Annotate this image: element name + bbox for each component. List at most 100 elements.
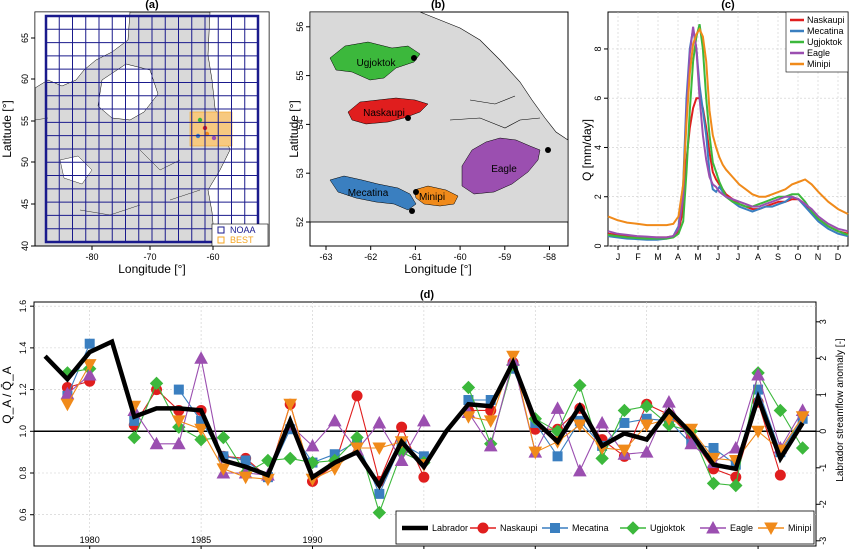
tick-label: -2 — [818, 500, 828, 508]
data-point-eagle — [194, 351, 208, 364]
legend-label: Minipi — [807, 59, 831, 69]
data-point-eagle — [305, 438, 320, 452]
data-point-minipi — [82, 359, 97, 372]
tick-label: -80 — [85, 252, 98, 262]
tick-label: -60 — [454, 252, 467, 262]
data-point-minipi — [751, 425, 765, 439]
data-point-eagle — [372, 415, 387, 429]
panel-d-ylabel-right: Labrador streamflow anomaly [-] — [835, 338, 846, 482]
tick-label: 1980 — [80, 535, 100, 545]
tick-label: -61 — [409, 252, 422, 262]
tick-label: 1 — [818, 392, 828, 397]
panel-b-lake-melville — [449, 95, 541, 129]
data-point-naskaupi — [396, 421, 408, 433]
tick-label: 56 — [295, 22, 305, 32]
tick-label: 8 — [593, 46, 603, 51]
tick-label: 0 — [593, 243, 603, 248]
basin-label-minipi: Minipi — [419, 192, 445, 203]
legend-marker — [706, 520, 720, 534]
data-point-ugjoktok — [216, 430, 231, 445]
panel-a-map: NOAA BEST -80 -70 -60 40 45 50 55 60 65 Longitud… — [0, 11, 270, 276]
tick-label: M — [654, 252, 662, 262]
data-point-ugjoktok — [149, 376, 164, 391]
legend-label: Mecatina — [807, 26, 844, 36]
data-point-naskaupi — [774, 469, 786, 481]
panel-c-ticks: J F M A M J J A S O N D 0 2 4 6 8 — [593, 46, 842, 262]
basin-dot — [204, 131, 210, 137]
data-point-mecatina — [84, 338, 95, 349]
tick-label: 55 — [295, 71, 305, 81]
panel-c-chart: J F M A M J J A S O N D 0 2 4 6 8 NaskaupiMecatinaUgjokt… — [580, 11, 849, 262]
data-point-minipi — [795, 411, 810, 424]
tick-label: 55 — [20, 116, 30, 126]
data-point-mecatina — [552, 451, 563, 462]
data-point-minipi — [238, 471, 253, 485]
tick-label: 50 — [20, 157, 30, 167]
panel-d-chart: 19801985199019952000200520100.60.81.01.2… — [0, 300, 846, 549]
tick-label: 3 — [818, 319, 828, 324]
tick-label: D — [835, 252, 842, 262]
panel-b-xlabel: Longitude [°] — [404, 262, 472, 276]
tick-label: 1985 — [191, 535, 211, 545]
legend-marker — [626, 521, 640, 535]
tick-label: J — [616, 252, 621, 262]
tick-label: M — [694, 252, 702, 262]
panel-b-map: Ugjoktok Naskaupi Eagle Mecatina Minipi … — [287, 11, 569, 276]
data-point-ugjoktok — [372, 505, 387, 520]
panel-a-ylabel: Latitude [°] — [0, 100, 14, 158]
data-point-ugjoktok — [795, 441, 810, 455]
panel-a-noaa-border — [44, 14, 260, 244]
data-point-eagle — [550, 401, 565, 414]
panel-d-legend-items: Labrador Naskaupi Mecatina Ugjoktok Eagle Min… — [402, 520, 812, 536]
legend-marker — [764, 522, 778, 536]
data-point-ugjoktok — [595, 451, 609, 466]
legend-marker — [477, 522, 489, 534]
data-point-mecatina — [173, 384, 184, 395]
data-point-naskaupi — [351, 390, 363, 402]
data-point-ugjoktok — [729, 478, 743, 493]
tick-label: 6 — [593, 96, 603, 101]
data-point-mecatina — [374, 488, 385, 499]
outlet-naskaupi — [405, 115, 411, 121]
legend-label: Naskaupi — [807, 15, 845, 25]
data-point-minipi — [171, 415, 186, 428]
series-line-ugjoktok — [607, 24, 849, 240]
series-line-minipi — [607, 27, 849, 227]
tick-label: A — [755, 252, 761, 262]
data-point-ugjoktok — [639, 399, 654, 413]
panel-b-ticks: -63 -62 -61 -60 -59 -58 52 53 54 55 56 — [295, 22, 556, 262]
basin-label-ugjoktok: Ugjoktok — [357, 58, 397, 69]
panel-a-atlantic — [207, 11, 270, 247]
tick-label: 1.4 — [18, 342, 28, 355]
legend-label: Naskaupi — [500, 523, 538, 533]
panel-a-great-lakes — [59, 155, 93, 185]
panel-a-noaa-grid — [46, 16, 258, 242]
tick-label: J — [716, 252, 721, 262]
legend-best-label: BEST — [230, 235, 254, 245]
data-point-eagle — [82, 367, 97, 381]
data-point-eagle — [572, 463, 587, 477]
basin-dot — [211, 135, 217, 141]
legend-label: Mecatina — [572, 523, 609, 533]
data-point-ugjoktok — [127, 430, 141, 445]
panel-c-ylabel: Q [mm/day] — [580, 119, 594, 181]
data-point-eagle — [639, 445, 654, 458]
tick-label: O — [794, 252, 801, 262]
outlet-ugjoktok — [411, 55, 417, 61]
panel-b-ylabel: Latitude [°] — [287, 100, 301, 158]
data-point-eagle — [751, 367, 765, 381]
series-line-eagle — [607, 26, 849, 239]
tick-label: N — [815, 252, 822, 262]
panel-a-xlabel: Longitude [°] — [118, 262, 186, 276]
tick-label: S — [775, 252, 781, 262]
data-point-eagle — [684, 436, 699, 450]
panel-c-series — [607, 24, 849, 241]
tick-label: 0.8 — [18, 467, 28, 480]
data-point-eagle — [728, 440, 743, 454]
data-point-minipi — [372, 442, 387, 456]
panel-d-legend — [395, 510, 815, 545]
basin-ugjoktok — [329, 41, 421, 81]
basin-label-naskaupi: Naskaupi — [363, 108, 405, 119]
